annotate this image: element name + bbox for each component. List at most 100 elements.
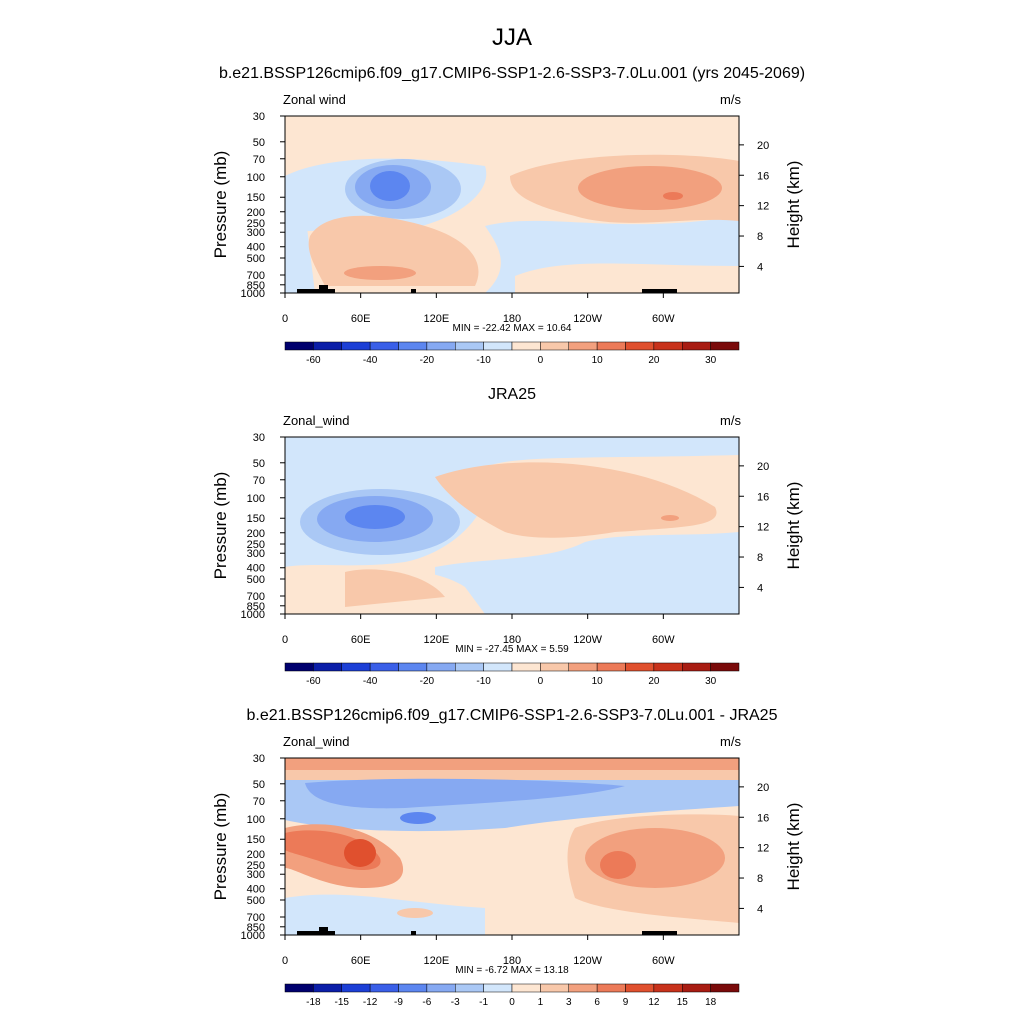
y-tick-label: 200: [247, 528, 265, 540]
colorbar-box: [284, 341, 314, 351]
y2-axis-title: Height (km): [784, 803, 803, 891]
y-tick-label: 1000: [241, 930, 265, 942]
y-tick-label: 30: [253, 753, 265, 765]
colorbar-box: [369, 341, 399, 351]
colorbar-box: [625, 662, 655, 672]
y-tick-label: 200: [247, 207, 265, 219]
colorbar-box: [540, 662, 569, 672]
variable-label: Zonal_wind: [283, 734, 350, 749]
colorbar-label: -15: [335, 997, 350, 1008]
colorbar-box: [596, 341, 626, 351]
y-tick-label: 100: [247, 814, 265, 826]
y-tick-label: 70: [253, 796, 265, 808]
colorbar-box: [540, 341, 569, 351]
panel-title: b.e21.BSSP126cmip6.f09_g17.CMIP6-SSP1-2.…: [247, 707, 778, 724]
x-tick-label: 120E: [423, 955, 449, 967]
y-tick-label: 150: [247, 192, 265, 204]
colorbar-label: -10: [476, 676, 491, 687]
y-tick-label: 300: [247, 548, 265, 560]
y-axis-title: Pressure (mb): [211, 151, 230, 259]
colorbar-label: 1: [538, 997, 544, 1008]
colorbar-box: [369, 662, 399, 672]
y-tick-label: 100: [247, 172, 265, 184]
x-tick-label: 120W: [573, 955, 602, 967]
y-tick-label: 850: [247, 601, 265, 613]
y-tick-label: 700: [247, 912, 265, 924]
colorbar-box: [398, 983, 428, 993]
colorbar-box: [398, 341, 428, 351]
y-tick-label: 400: [247, 242, 265, 254]
x-tick-label: 60W: [652, 313, 675, 325]
x-tick-label: 120W: [573, 313, 602, 325]
y-tick-label: 70: [253, 475, 265, 487]
colorbar-label: -60: [306, 676, 321, 687]
colorbar-box: [710, 662, 740, 672]
y-tick-label: 250: [247, 860, 265, 872]
colorbar-box: [596, 662, 626, 672]
colorbar-label: 30: [705, 676, 717, 687]
colorbar-box: [455, 983, 484, 993]
colorbar-label: 15: [677, 997, 689, 1008]
colorbar-label: -20: [420, 676, 435, 687]
colorbar-box: [341, 341, 371, 351]
stats-label: MIN = -22.42 MAX = 10.64: [453, 323, 572, 334]
colorbar-box: [426, 341, 456, 351]
y-tick-label: 50: [253, 458, 265, 470]
colorbar-label: 0: [509, 997, 515, 1008]
colorbar-label: 30: [705, 355, 717, 366]
contour-field: [285, 758, 739, 935]
colorbar-box: [455, 341, 484, 351]
y-tick-label: 500: [247, 895, 265, 907]
y2-tick-label: 20: [757, 140, 769, 152]
colorbar-label: 6: [594, 997, 600, 1008]
y-tick-label: 70: [253, 154, 265, 166]
colorbar-label: 10: [592, 676, 604, 687]
colorbar-box: [682, 983, 711, 993]
colorbar-label: -10: [476, 355, 491, 366]
x-tick-label: 0: [282, 955, 288, 967]
y-tick-label: 400: [247, 563, 265, 575]
colorbar-box: [568, 341, 598, 351]
y2-tick-label: 4: [757, 582, 763, 594]
x-tick-label: 120E: [423, 634, 449, 646]
x-tick-label: 120W: [573, 634, 602, 646]
colorbar-box: [369, 983, 399, 993]
contour-field: [285, 437, 739, 614]
y2-tick-label: 8: [757, 552, 763, 564]
units-label: m/s: [720, 734, 741, 749]
x-tick-label: 180: [503, 634, 521, 646]
colorbar-label: 20: [648, 676, 660, 687]
colorbar-box: [455, 662, 484, 672]
y-tick-label: 150: [247, 513, 265, 525]
colorbar-box: [568, 662, 598, 672]
y-tick-label: 850: [247, 922, 265, 934]
contour-field: [285, 116, 739, 293]
colorbar-label: -40: [363, 355, 378, 366]
colorbar-label: -18: [306, 997, 321, 1008]
colorbar-box: [341, 983, 371, 993]
y-tick-label: 700: [247, 270, 265, 282]
y2-tick-label: 20: [757, 461, 769, 473]
y2-tick-label: 16: [757, 491, 769, 503]
colorbar-label: 0: [538, 355, 544, 366]
panel-title: JRA25: [488, 386, 536, 403]
colorbar-label: -12: [363, 997, 378, 1008]
colorbar-box: [313, 983, 342, 993]
colorbar-box: [426, 662, 456, 672]
colorbar-box: [511, 341, 541, 351]
colorbar-box: [653, 662, 683, 672]
y-tick-label: 500: [247, 253, 265, 265]
figure-title: JJA: [492, 24, 532, 51]
y-tick-label: 30: [253, 111, 265, 123]
colorbar-box: [625, 983, 655, 993]
y-tick-label: 250: [247, 218, 265, 230]
colorbar-label: -3: [451, 997, 460, 1008]
x-tick-label: 60E: [351, 313, 371, 325]
colorbar-box: [682, 341, 711, 351]
colorbar-box: [313, 341, 342, 351]
y-tick-label: 100: [247, 493, 265, 505]
colorbar-label: 3: [566, 997, 572, 1008]
topography: [297, 285, 677, 293]
colorbar-box: [625, 341, 655, 351]
